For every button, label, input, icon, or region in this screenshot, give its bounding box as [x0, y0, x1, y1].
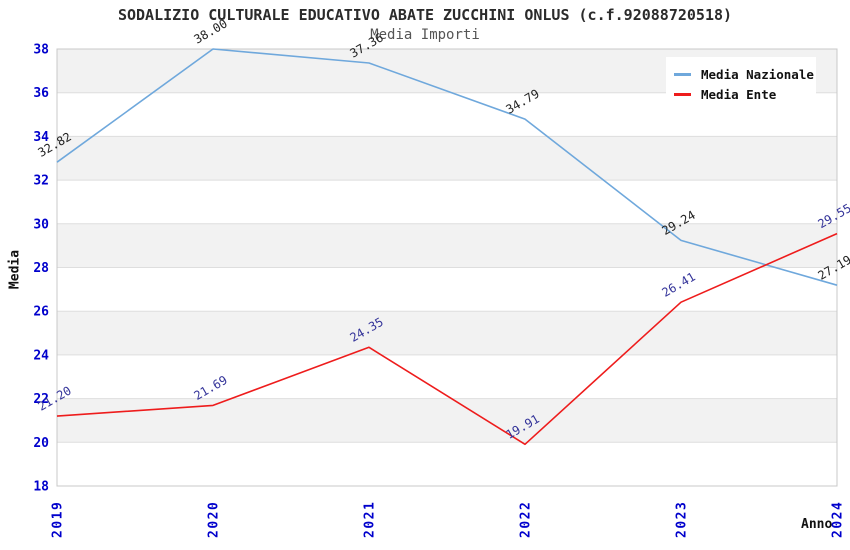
x-tick-label: 2022: [519, 501, 534, 538]
plot-band: [57, 311, 837, 355]
y-tick-label: 20: [33, 436, 49, 451]
legend-item-media-nazionale: Media Nazionale: [674, 64, 814, 84]
chart-legend: Media Nazionale Media Ente: [666, 57, 816, 110]
plot-band: [57, 180, 837, 224]
x-axis-title: Anno: [801, 517, 833, 532]
plot-band: [57, 223, 837, 268]
data-point-label: 38.00: [192, 16, 230, 46]
y-tick-label: 26: [33, 305, 49, 320]
legend-swatch-red-line-icon: [674, 92, 691, 96]
x-tick-label: 2020: [207, 501, 222, 538]
x-tick-label: 2019: [51, 501, 66, 538]
legend-item-media-ente: Media Ente: [674, 84, 808, 104]
x-tick-label: 2023: [675, 501, 690, 538]
plot-band: [57, 398, 837, 443]
y-tick-label: 38: [33, 43, 49, 58]
plot-band: [57, 442, 837, 486]
plot-border: [56, 48, 838, 487]
plot-band: [57, 354, 837, 399]
legend-label: Media Nazionale: [701, 66, 814, 82]
y-tick-label: 22: [33, 392, 49, 407]
x-tick-label: 2024: [831, 501, 846, 538]
chart-subtitle: Media Importi: [370, 27, 480, 43]
series-line-media-nazionale: [56, 48, 838, 286]
y-tick-label: 28: [33, 261, 49, 276]
chart-title: SODALIZIO CULTURALE EDUCATIVO ABATE ZUCC…: [117, 6, 733, 24]
y-tick-label: 24: [33, 348, 49, 363]
legend-label: Media Ente: [701, 86, 777, 102]
y-tick-label: 32: [33, 174, 49, 189]
series-line-media-ente: [56, 232, 838, 446]
x-tick-label: 2021: [363, 501, 378, 538]
y-axis-title: Media: [7, 249, 23, 290]
y-tick-label: 36: [33, 86, 49, 101]
y-tick-label: 30: [33, 217, 49, 232]
y-tick-label: 34: [33, 130, 49, 145]
y-tick-label: 18: [33, 480, 49, 495]
plot-band: [57, 136, 837, 181]
plot-band: [57, 267, 837, 312]
legend-swatch-blue-line-icon: [674, 72, 691, 76]
